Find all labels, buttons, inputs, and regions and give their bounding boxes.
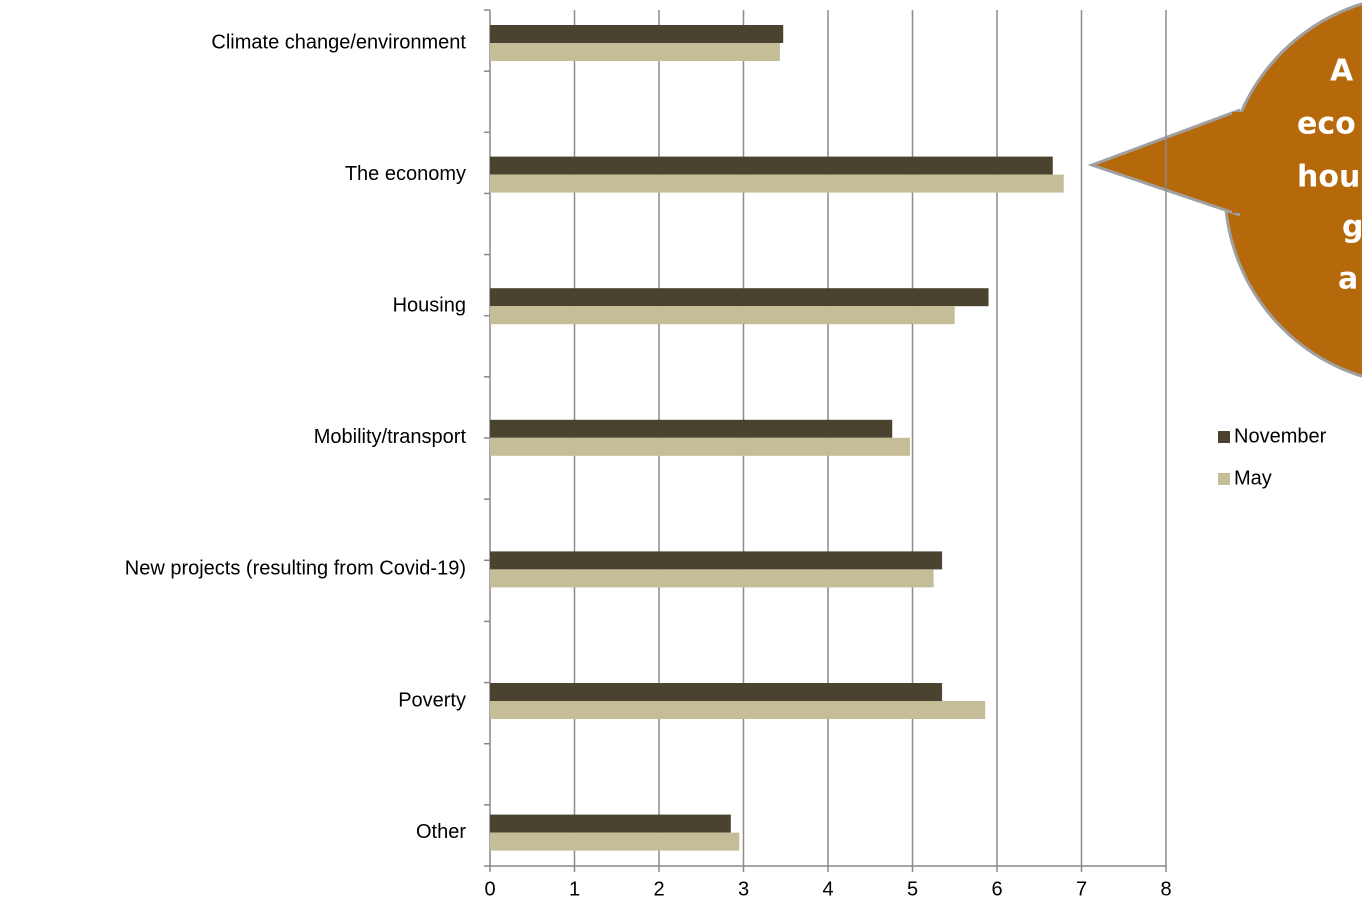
bar bbox=[490, 551, 943, 570]
bar bbox=[490, 701, 986, 719]
callout-pointer-edge bbox=[1087, 108, 1241, 217]
y-tick-label: Poverty bbox=[398, 689, 466, 711]
y-tick-label: New projects (resulting from Covid-19) bbox=[125, 558, 466, 580]
bar bbox=[490, 569, 934, 588]
bar bbox=[490, 25, 784, 43]
x-tick-label: 7 bbox=[1076, 878, 1087, 900]
y-tick-label: Mobility/transport bbox=[314, 426, 467, 448]
bar bbox=[490, 832, 740, 851]
y-tick-label: Housing bbox=[393, 294, 466, 316]
callout-text: a bbox=[1338, 262, 1358, 297]
y-tick-label: Other bbox=[416, 821, 466, 843]
x-tick-label: 0 bbox=[484, 878, 495, 900]
bar bbox=[490, 814, 731, 833]
callout-text: eco bbox=[1297, 107, 1356, 142]
legend-swatch bbox=[1218, 473, 1230, 485]
legend-label: May bbox=[1234, 467, 1272, 489]
bar bbox=[490, 437, 910, 456]
bar bbox=[490, 306, 955, 325]
legend-label: November bbox=[1234, 425, 1327, 447]
callout-text: A bbox=[1330, 54, 1354, 89]
callout-text: g bbox=[1342, 210, 1362, 245]
y-tick-label: Climate change/environment bbox=[211, 31, 466, 53]
x-tick-label: 3 bbox=[738, 878, 749, 900]
bar bbox=[490, 419, 893, 438]
callout-text: hou bbox=[1297, 160, 1360, 195]
x-tick-label: 6 bbox=[991, 878, 1002, 900]
legend-swatch bbox=[1218, 431, 1230, 443]
x-tick-label: 5 bbox=[907, 878, 918, 900]
x-tick-label: 4 bbox=[822, 878, 833, 900]
bar bbox=[490, 156, 1053, 175]
bar bbox=[490, 43, 780, 61]
y-tick-label: The economy bbox=[345, 163, 466, 185]
callout-join bbox=[1232, 112, 1252, 213]
bar bbox=[490, 683, 943, 701]
bar bbox=[490, 288, 989, 307]
x-tick-label: 1 bbox=[569, 878, 580, 900]
x-tick-label: 8 bbox=[1160, 878, 1171, 900]
x-tick-label: 2 bbox=[653, 878, 664, 900]
bar bbox=[490, 174, 1064, 193]
